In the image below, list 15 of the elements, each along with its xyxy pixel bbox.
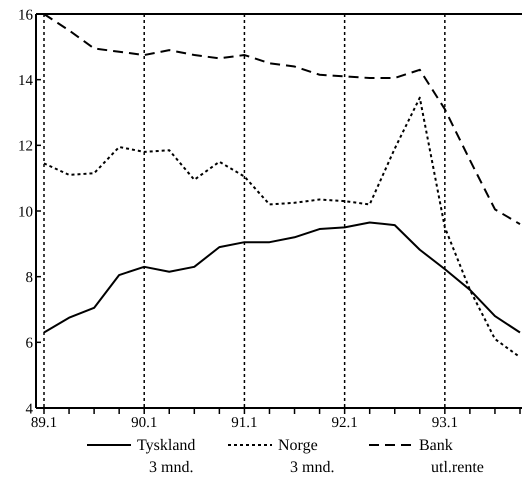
x-tick-label: 92.1 <box>332 415 358 431</box>
x-tick-label: 90.1 <box>131 415 158 431</box>
y-tick-label: 16 <box>18 7 34 24</box>
y-tick-label: 4 <box>26 401 34 418</box>
y-tick-label: 6 <box>26 336 34 352</box>
legend-label: Norge 3 mnd. <box>278 437 334 476</box>
x-tick-label: 93.1 <box>432 415 458 431</box>
x-tick-label: 91.1 <box>231 415 258 431</box>
x-tick-label: 89.1 <box>30 415 58 431</box>
legend-label: Bank utl.rente <box>419 437 484 476</box>
y-tick-label: 12 <box>18 138 33 155</box>
y-tick-label: 10 <box>18 204 33 220</box>
y-tick-label: 8 <box>26 270 33 286</box>
y-tick-label: 14 <box>18 72 34 89</box>
legend-label: Tyskland 3 mnd. <box>137 437 196 476</box>
